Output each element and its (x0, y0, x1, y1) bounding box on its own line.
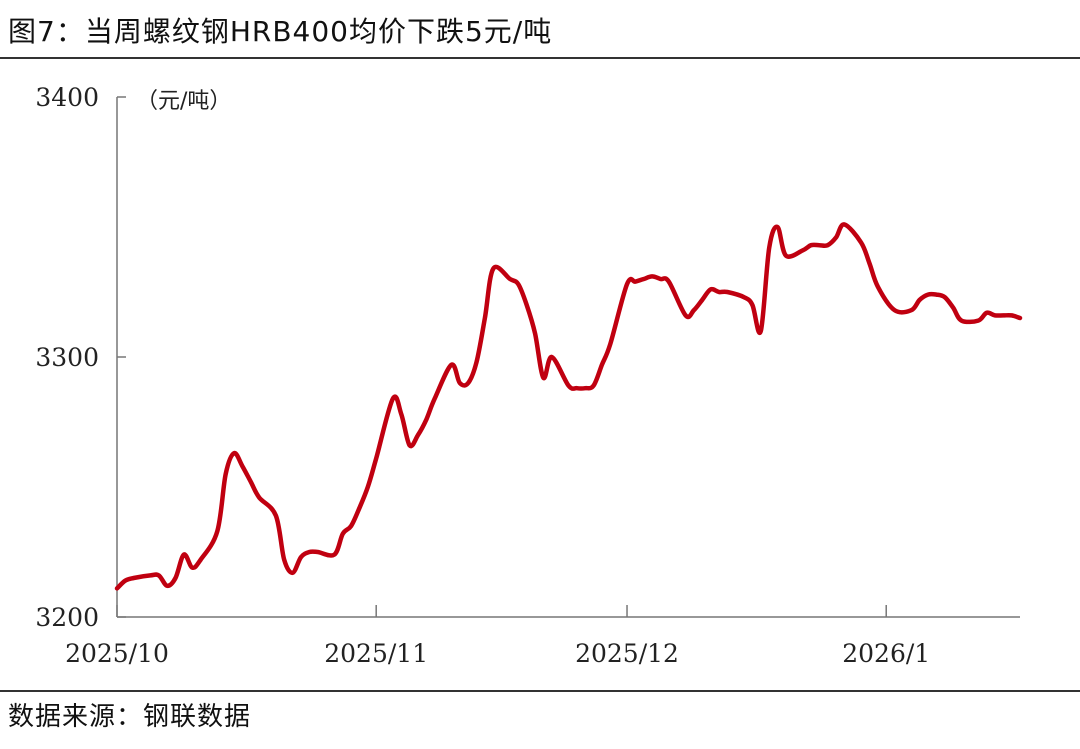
x-tick-label: 2025/11 (324, 639, 428, 668)
y-tick-label: 3400 (35, 83, 99, 112)
top-divider (0, 57, 1080, 59)
series-line (114, 222, 1023, 591)
y-tick-label: 3300 (35, 343, 99, 372)
axis-ticks: 3200 3300 3400 2025/10 2025/11 2025/12 2026/1 (35, 83, 930, 668)
x-tick-label: 2026/1 (842, 639, 930, 668)
bottom-divider (0, 690, 1080, 692)
y-axis-unit-label: （元/吨） (136, 89, 231, 114)
y-tick-label: 3200 (35, 603, 99, 632)
chart-title: 图7：当周螺纹钢HRB400均价下跌5元/吨 (8, 15, 553, 48)
x-tick-label: 2025/12 (575, 639, 679, 668)
data-source: 数据来源：钢联数据 (8, 702, 252, 732)
x-tick-label: 2025/10 (65, 639, 169, 668)
